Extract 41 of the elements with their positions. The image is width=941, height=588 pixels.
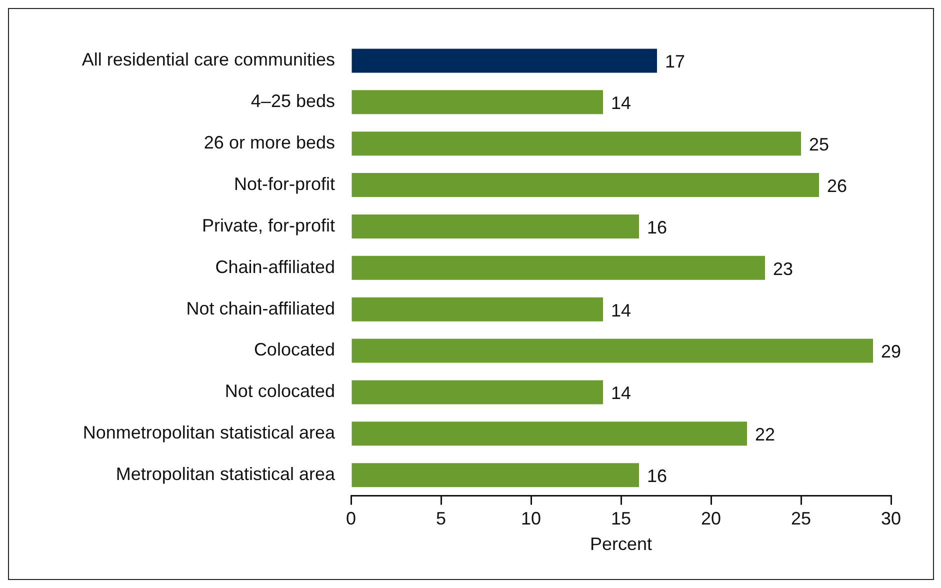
data-label: 17 [665, 52, 686, 72]
x-tick-label: 25 [790, 508, 812, 529]
data-label: 25 [809, 134, 830, 155]
bar [352, 338, 873, 363]
y-tick-label: Colocated [254, 340, 335, 360]
bar [352, 48, 657, 73]
bar [352, 463, 639, 488]
data-label: 26 [827, 176, 848, 196]
y-tick-label: All residential care communities [82, 50, 335, 70]
x-tick-label: 30 [880, 508, 902, 529]
bar [352, 173, 819, 198]
x-tick-label: 15 [610, 508, 632, 529]
x-tick-label: 5 [436, 508, 446, 529]
bar [352, 256, 765, 280]
y-tick-label: Not colocated [224, 381, 335, 402]
y-tick-label: Not-for-profit [234, 174, 335, 194]
data-label: 14 [611, 93, 632, 114]
data-label: 14 [611, 300, 632, 320]
y-tick-label: Nonmetropolitan statistical area [82, 422, 336, 443]
y-tick-label: Not chain-affiliated [186, 298, 335, 318]
bar [352, 132, 801, 156]
bar [352, 90, 603, 114]
y-tick-label: 26 or more beds [204, 132, 335, 153]
data-label: 22 [755, 424, 776, 445]
bar [352, 422, 747, 446]
y-tick-label: 4–25 beds [250, 91, 335, 112]
bar [352, 214, 639, 238]
y-tick-label: Metropolitan statistical area [116, 464, 336, 484]
data-label: 16 [647, 466, 668, 486]
x-tick-label: 20 [700, 508, 722, 529]
x-axis-title: Percent [590, 534, 652, 554]
data-label: 23 [773, 258, 794, 279]
data-label: 14 [611, 383, 632, 404]
y-tick-label: Private, for-profit [202, 215, 335, 236]
x-tick-label: 0 [346, 508, 356, 529]
x-tick-label: 10 [520, 508, 542, 529]
bar [352, 380, 603, 404]
bar [352, 297, 603, 322]
data-label: 29 [881, 342, 902, 362]
data-label: 16 [647, 217, 668, 238]
y-tick-label: Chain-affiliated [215, 256, 335, 277]
